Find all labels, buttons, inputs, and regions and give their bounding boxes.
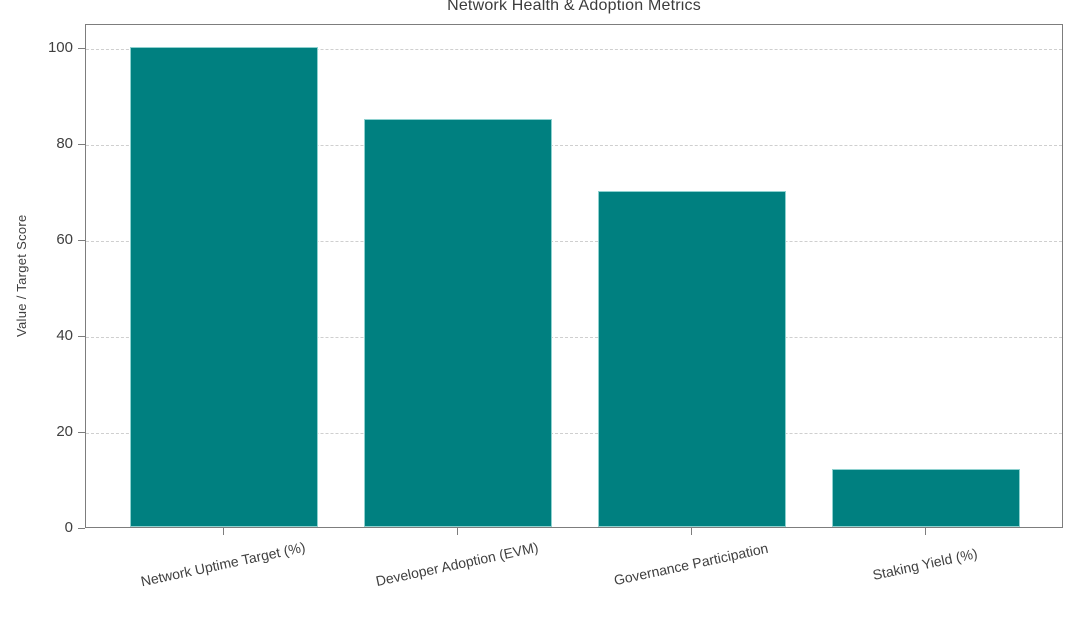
gridline-40	[86, 337, 1062, 338]
y-tick-label-20: 20	[56, 423, 73, 440]
gridline-100	[86, 49, 1062, 50]
plot-area	[85, 24, 1063, 528]
y-tick-label-0: 0	[64, 519, 73, 536]
gridline-20	[86, 433, 1062, 434]
x-tick-mark-0	[223, 528, 225, 535]
x-tick-label-0: Network Uptime Target (%)	[139, 538, 307, 590]
y-tick-label-60: 60	[56, 231, 73, 248]
y-tick-mark-40	[78, 336, 85, 337]
bar-1	[364, 119, 552, 527]
x-tick-label-3: Staking Yield (%)	[871, 545, 979, 583]
y-tick-label-100: 100	[47, 39, 73, 56]
chart-title: Network Health & Adoption Metrics	[447, 0, 701, 14]
y-tick-mark-80	[78, 144, 85, 145]
x-tick-mark-2	[690, 528, 692, 535]
x-tick-mark-1	[457, 528, 458, 535]
x-tick-label-2: Governance Participation	[612, 539, 770, 589]
gridline-80	[86, 145, 1062, 146]
y-tick-mark-0	[78, 528, 85, 529]
bar-3	[832, 469, 1020, 527]
y-tick-label-40: 40	[56, 327, 73, 344]
x-tick-label-1: Developer Adoption (EVM)	[374, 538, 540, 590]
bar-0	[130, 47, 318, 527]
y-tick-mark-60	[78, 240, 85, 241]
bar-2	[598, 191, 786, 527]
y-axis-label: Value / Target Score	[14, 214, 29, 338]
y-tick-mark-100	[78, 48, 85, 49]
x-tick-mark-3	[924, 528, 926, 535]
y-tick-mark-20	[78, 432, 85, 433]
y-tick-label-80: 80	[56, 135, 73, 152]
gridline-60	[86, 241, 1062, 242]
